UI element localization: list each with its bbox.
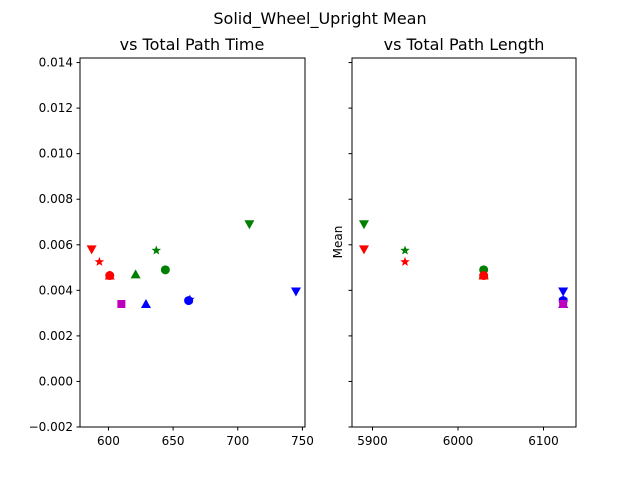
right-x-tick-label: 6000 (443, 434, 474, 448)
left-chart-title: vs Total Path Time (120, 35, 265, 54)
left-point-blue-triangle-up (140, 299, 151, 308)
left-plot-area: −0.002 0.000 0.002 0.004 0.006 0.008 0.010 0.01… (29, 56, 314, 448)
left-point-blue-circle (184, 296, 194, 306)
y-tick-label: 0.008 (39, 192, 73, 206)
left-axes-frame (79, 57, 306, 428)
right-point-blue-triangle-down (558, 287, 569, 297)
right-point-magenta-square (559, 300, 568, 308)
y-tick-label: 0.004 (39, 283, 73, 297)
right-x-tick-label: 6100 (528, 434, 559, 448)
left-point-red-triangle-down (86, 245, 97, 255)
left-point-green-circle (160, 265, 170, 275)
left-x-tick-label: 750 (291, 434, 314, 448)
right-point-green-triangle-down (358, 220, 369, 230)
y-tick-label: 0.012 (39, 101, 73, 115)
y-tick-label: 0.010 (39, 147, 73, 161)
left-point-green-triangle-up (130, 269, 141, 279)
left-point-red-triangle-up (104, 270, 115, 280)
right-x-tick-label: 5900 (357, 434, 388, 448)
right-y-axis-label: Mean (331, 226, 345, 259)
left-point-magenta-square (117, 300, 126, 308)
left-point-green-star (151, 245, 162, 255)
right-axes-frame (351, 57, 577, 428)
y-tick-label: 0.000 (39, 374, 73, 388)
left-point-blue-triangle-down (290, 287, 301, 297)
right-chart-title: vs Total Path Length (384, 35, 545, 54)
right-point-red-star (400, 256, 410, 266)
y-tick-label: 0.014 (39, 56, 73, 70)
y-tick-label: 0.002 (39, 329, 73, 343)
left-x-tick-label: 650 (162, 434, 185, 448)
right-point-red-triangle-down (358, 245, 369, 255)
y-tick-label: −0.002 (29, 420, 73, 434)
left-point-red-star (94, 256, 105, 266)
left-point-green-triangle-down (244, 220, 255, 230)
figure-title: Solid_Wheel_Upright Mean (213, 9, 426, 29)
left-x-tick-label: 700 (226, 434, 249, 448)
y-tick-label: 0.006 (39, 238, 73, 252)
right-point-green-star (400, 245, 410, 255)
right-plot-area: 5900 6000 6100 (348, 57, 577, 448)
right-point-red-triangle-up (478, 270, 489, 280)
left-x-tick-label: 600 (97, 434, 120, 448)
